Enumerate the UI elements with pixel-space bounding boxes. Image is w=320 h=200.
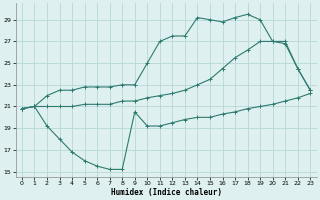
X-axis label: Humidex (Indice chaleur): Humidex (Indice chaleur)	[111, 188, 221, 197]
